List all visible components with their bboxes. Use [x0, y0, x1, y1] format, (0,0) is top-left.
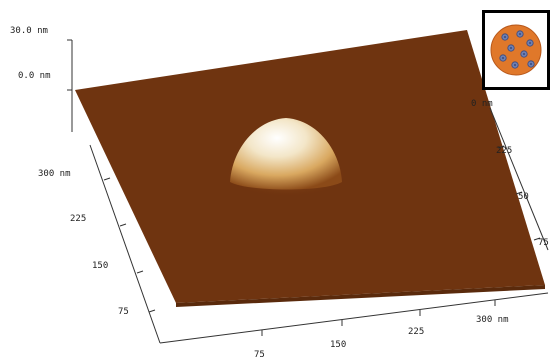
inset-panel — [482, 10, 550, 90]
z-axis — [67, 39, 73, 132]
left-axis-label-75: 75 — [118, 307, 129, 317]
left-axis — [89, 144, 161, 344]
left-axis-label-225: 225 — [70, 214, 86, 224]
left-axis-label-300: 300 nm — [38, 169, 71, 179]
surface-dome — [230, 118, 342, 190]
bottom-axis-label-150: 150 — [330, 340, 346, 350]
bottom-axis-label-300: 300 nm — [476, 315, 509, 325]
bottom-axis-label-225: 225 — [408, 327, 424, 337]
nanoparticle-icon — [490, 24, 542, 76]
right-axis-label-50: 50 — [518, 192, 529, 202]
right-axis-label-75: 75 — [538, 238, 549, 248]
bottom-axis — [159, 292, 549, 344]
z-axis-label-top: 30.0 nm — [10, 26, 48, 36]
z-axis-label-bottom: 0.0 nm — [18, 71, 51, 81]
left-axis-label-150: 150 — [92, 261, 108, 271]
right-axis — [489, 107, 549, 251]
bottom-axis-label-75: 75 — [254, 350, 265, 360]
right-axis-label-225: 225 — [496, 146, 512, 156]
surface-edge — [176, 285, 545, 307]
right-axis-label-0: 0 nm — [471, 99, 493, 109]
